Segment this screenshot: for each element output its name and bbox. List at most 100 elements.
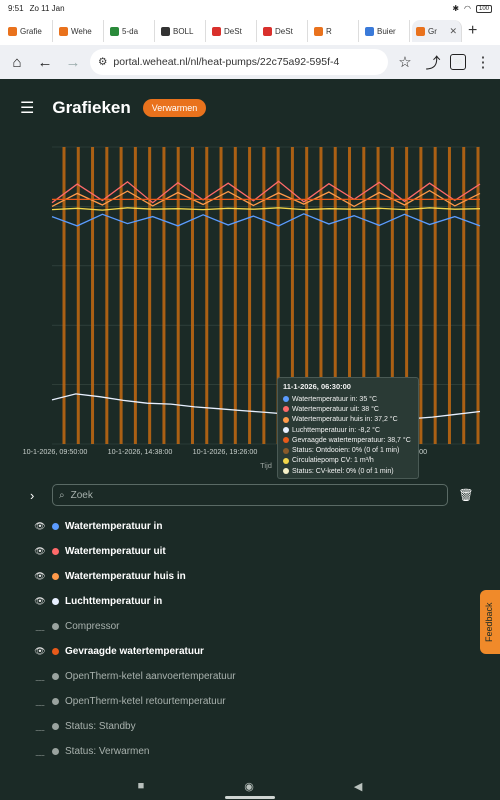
- defrost-bar: [405, 147, 409, 444]
- tab-favicon-icon: [212, 26, 221, 36]
- legend-label: OpenTherm-ketel aanvoertemperatuur: [65, 670, 236, 682]
- legend-item[interactable]: ﹏ Status: Standby: [34, 717, 136, 735]
- browser-toolbar: ⌂ ← → ⚙ portal.weheat.nl/nl/heat-pumps/2…: [0, 45, 500, 79]
- eye-closed-icon[interactable]: ﹏: [35, 746, 45, 757]
- address-bar[interactable]: ⚙ portal.weheat.nl/nl/heat-pumps/22c75a9…: [90, 49, 388, 75]
- defrost-bar: [219, 147, 223, 444]
- tooltip-dot: [283, 427, 289, 434]
- tab-switcher-button[interactable]: 86: [450, 54, 466, 70]
- tooltip-dot: [283, 437, 289, 444]
- browser-tab[interactable]: R: [310, 20, 359, 42]
- legend-color-dot: [52, 697, 59, 705]
- series-legend-panel: › ⌕ Zoek 🗑 👁 Watertemperatuur in 👁 Watertem…: [0, 472, 500, 772]
- legend-item[interactable]: ﹏ Compressor: [34, 617, 119, 635]
- tooltip-row: Circulatiepomp CV: 1 m³/h: [283, 456, 413, 466]
- home-button-icon[interactable]: ◉: [244, 780, 254, 793]
- defrost-bar: [162, 147, 166, 444]
- new-tab-icon[interactable]: +: [468, 22, 478, 39]
- legend-color-dot: [52, 547, 59, 555]
- hamburger-menu-icon[interactable]: ☰: [20, 100, 35, 117]
- bluetooth-icon: ✱: [452, 4, 460, 13]
- legend-item[interactable]: ﹏ Status: Verwarmen: [34, 742, 149, 760]
- chart-area[interactable]: 10-1-2026, 09:50:00 10-1-2026, 14:38:00 10…: [0, 137, 500, 479]
- more-menu-icon[interactable]: ⋮: [475, 54, 491, 71]
- defrost-bar: [62, 147, 66, 444]
- eye-closed-icon[interactable]: ﹏: [35, 621, 45, 632]
- legend-label: Watertemperatuur in: [65, 520, 163, 532]
- legend-item[interactable]: 👁 Gevraagde watertemperatuur: [34, 642, 204, 660]
- eye-closed-icon[interactable]: ﹏: [35, 721, 45, 732]
- defrost-bar: [290, 147, 294, 444]
- tooltip-text: Gevraagde watertemperatuur: 38,7 °C: [292, 436, 411, 444]
- defrost-bar: [319, 147, 323, 444]
- tooltip-text: Watertemperatuur huis in: 37,2 °C: [292, 416, 398, 424]
- defrost-bar: [390, 147, 394, 444]
- share-icon[interactable]: ⤴: [425, 54, 441, 72]
- close-tab-icon[interactable]: ✕: [449, 25, 457, 36]
- legend-label: Status: Standby: [65, 720, 136, 732]
- clock: 9:51: [8, 4, 24, 13]
- eye-icon[interactable]: 👁: [34, 595, 46, 606]
- forward-arrow-icon[interactable]: →: [65, 53, 81, 71]
- tooltip-text: Watertemperatuur uit: 38 °C: [292, 405, 379, 413]
- defrost-bar: [276, 147, 280, 444]
- tab-favicon-icon: [161, 26, 170, 36]
- browser-tab[interactable]: Gr ✕: [412, 20, 462, 42]
- chart-tooltip: 11-1-2026, 06:30:00 Watertemperatuur in:…: [277, 377, 419, 479]
- legend-item[interactable]: 👁 Watertemperatuur in: [34, 517, 162, 535]
- legend-color-dot: [52, 647, 59, 655]
- tooltip-dot: [283, 447, 289, 454]
- temperature-chart[interactable]: 10-1-2026, 09:50:00 10-1-2026, 14:38:00 10…: [0, 137, 500, 472]
- date: Zo 11 Jan: [29, 4, 65, 13]
- battery-icon: 100: [476, 4, 492, 13]
- browser-tab[interactable]: Grafie: [4, 20, 53, 42]
- bookmark-star-icon[interactable]: ☆: [398, 54, 412, 71]
- home-icon[interactable]: ⌂: [12, 53, 22, 71]
- recents-icon[interactable]: ■: [137, 780, 145, 792]
- eye-closed-icon[interactable]: ﹏: [35, 671, 45, 682]
- site-settings-icon[interactable]: ⚙: [98, 56, 108, 68]
- legend-item[interactable]: 👁 Watertemperatuur uit: [34, 542, 166, 560]
- legend-label: Watertemperatuur uit: [65, 545, 166, 557]
- tooltip-text: Circulatiepomp CV: 1 m³/h: [292, 457, 374, 465]
- search-icon: ⌕: [59, 489, 65, 501]
- defrost-bar: [233, 147, 237, 444]
- legend-color-dot: [52, 622, 59, 630]
- tooltip-text: Watertemperatuur in: 35 °C: [292, 395, 378, 403]
- legend-item[interactable]: 👁 Luchttemperatuur in: [34, 592, 162, 610]
- browser-tab[interactable]: Buier: [361, 20, 410, 42]
- series-line: [51, 180, 481, 204]
- trash-icon[interactable]: 🗑: [458, 488, 474, 502]
- x-tick-label: 10-1-2026, 09:50:00: [23, 447, 88, 456]
- eye-icon[interactable]: 👁: [34, 645, 46, 656]
- legend-color-dot: [52, 672, 59, 680]
- defrost-bar: [348, 147, 352, 444]
- defrost-bar: [91, 147, 95, 444]
- legend-item[interactable]: ﹏ OpenTherm-ketel retourtemperatuur: [34, 692, 225, 710]
- tooltip-text: Luchttemperatuur in: -8,2 °C: [292, 426, 381, 434]
- legend-item[interactable]: 👁 Watertemperatuur huis in: [34, 567, 185, 585]
- eye-icon[interactable]: 👁: [34, 570, 46, 581]
- tooltip-row: Gevraagde watertemperatuur: 38,7 °C: [283, 435, 413, 445]
- search-input[interactable]: ⌕ Zoek: [52, 484, 448, 506]
- defrost-bar: [419, 147, 423, 444]
- tab-label: DeSt: [275, 26, 293, 36]
- browser-tab[interactable]: DeSt: [208, 20, 257, 42]
- eye-icon[interactable]: 👁: [34, 545, 46, 556]
- feedback-button[interactable]: Feedback: [480, 590, 500, 654]
- tooltip-dot: [283, 416, 289, 423]
- browser-tab[interactable]: Wehe: [55, 20, 104, 42]
- legend-color-dot: [52, 522, 59, 530]
- back-arrow-icon[interactable]: ←: [37, 53, 53, 71]
- browser-tab[interactable]: DeSt: [259, 20, 308, 42]
- chevron-right-icon[interactable]: ›: [30, 487, 35, 503]
- tooltip-dot: [283, 406, 289, 413]
- app-header: ☰ Grafieken Verwarmen: [0, 79, 500, 137]
- eye-icon[interactable]: 👁: [34, 520, 46, 531]
- browser-tab[interactable]: BOLL: [157, 20, 206, 42]
- back-triangle-icon[interactable]: ◀: [353, 780, 363, 793]
- tab-label: 5-da: [122, 26, 139, 36]
- eye-closed-icon[interactable]: ﹏: [35, 696, 45, 707]
- legend-item[interactable]: ﹏ OpenTherm-ketel aanvoertemperatuur: [34, 667, 236, 685]
- browser-tab[interactable]: 5-da: [106, 20, 155, 42]
